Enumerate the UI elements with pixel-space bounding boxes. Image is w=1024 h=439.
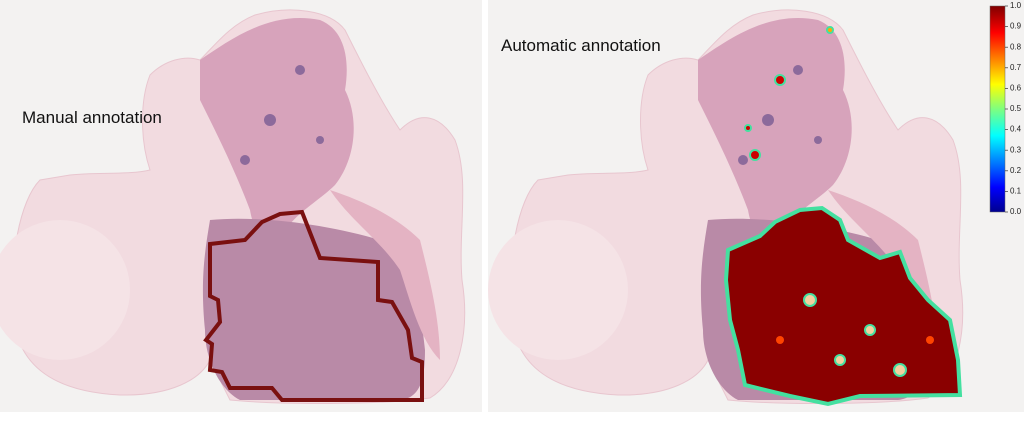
colorbar-tick-label: 0.0 bbox=[1010, 207, 1022, 216]
colorbar-tick-label: 0.1 bbox=[1010, 187, 1022, 196]
colorbar-tick-label: 0.6 bbox=[1010, 84, 1022, 93]
colorbar-tick-label: 0.2 bbox=[1010, 166, 1022, 175]
colorbar-ticks: 0.0 0.1 0.2 0.3 0.4 0.5 0.6 0.7 0.8 0.9 1.0 bbox=[1005, 1, 1022, 216]
colorbar-tick-label: 0.3 bbox=[1010, 145, 1022, 154]
colorbar bbox=[989, 5, 1006, 213]
colorbar-tick-label: 0.4 bbox=[1010, 125, 1022, 134]
colorbar-tick-label: 1.0 bbox=[1010, 1, 1022, 10]
heatmap bbox=[723, 26, 963, 407]
panel-label: Manual annotation bbox=[22, 108, 162, 127]
colorbar-tick-label: 0.7 bbox=[1010, 63, 1022, 72]
colorbar-tick-label: 0.5 bbox=[1010, 104, 1022, 113]
colorbar-tick-label: 0.9 bbox=[1010, 22, 1022, 31]
panel-label: Automatic annotation bbox=[501, 36, 661, 55]
manual-annotation-outline bbox=[203, 209, 424, 402]
colorbar-tick-label: 0.8 bbox=[1010, 42, 1022, 51]
